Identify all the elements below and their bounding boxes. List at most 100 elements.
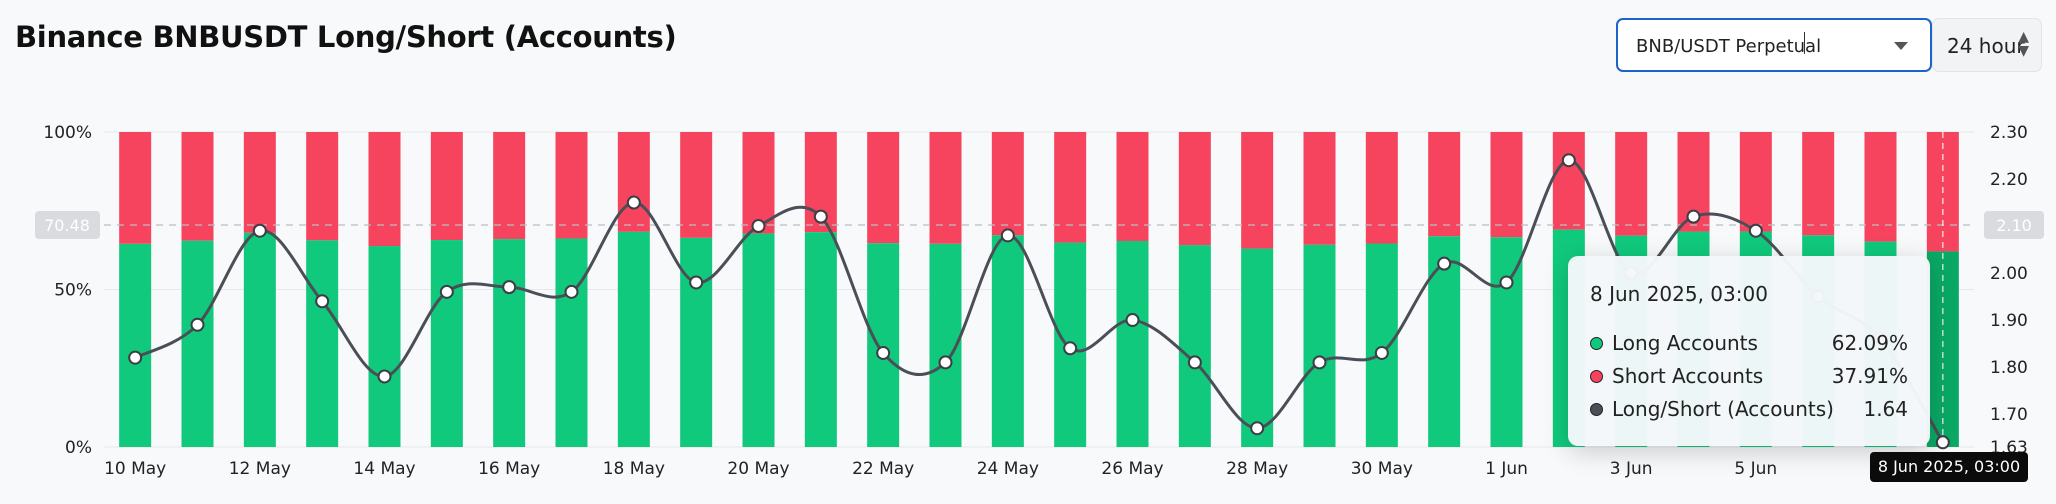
chevron-down-icon xyxy=(1894,42,1908,50)
y-right-marker-badge xyxy=(1984,210,2044,239)
tooltip-row-ratio: Long/Short (Accounts) 1.64 xyxy=(1590,397,1908,423)
ratio-point xyxy=(315,294,330,309)
ratio-point xyxy=(751,219,766,234)
short-bar xyxy=(1864,132,1897,242)
x-tick-label: 22 May xyxy=(852,459,914,479)
x-tick-label: 5 Jun xyxy=(1734,459,1777,479)
x-tick-label: 3 Jun xyxy=(1610,459,1653,479)
ratio-point xyxy=(252,223,267,238)
ratio-point xyxy=(1499,275,1514,290)
interval-select-value: 24 hour xyxy=(1947,34,2025,58)
x-tick-label: 20 May xyxy=(727,459,789,479)
y-right-tick-label: 1.80 xyxy=(1990,358,2028,378)
long-bar xyxy=(1116,240,1149,447)
y-left-tick-label: 50% xyxy=(54,281,92,301)
short-bar xyxy=(1615,132,1648,236)
y-right-tick-label: 2.20 xyxy=(1990,170,2028,190)
tooltip-value: 62.09% xyxy=(1831,331,1908,355)
long-bar xyxy=(119,243,152,447)
ratio-point xyxy=(1437,256,1452,271)
ratio-point xyxy=(1125,313,1140,328)
ratio-point xyxy=(813,209,828,224)
ratio-point xyxy=(564,284,579,299)
short-bar xyxy=(430,132,463,241)
long-bar xyxy=(1926,251,1959,447)
ratio-point xyxy=(1187,355,1202,370)
y-right-tick-label: 2.00 xyxy=(1990,264,2028,284)
symbol-select-value: BNB/USDT Perpetual xyxy=(1636,36,1822,57)
tooltip-label: Long/Short (Accounts) xyxy=(1612,397,1834,421)
long-bar xyxy=(1241,248,1274,447)
y-left-tick-label: 0% xyxy=(65,438,92,458)
y-right-tick-label: 1.70 xyxy=(1990,405,2028,425)
ratio-point xyxy=(938,355,953,370)
y-right-tick-label: 1.90 xyxy=(1990,311,2028,331)
long-bar xyxy=(555,238,588,447)
ratio-point xyxy=(689,275,704,290)
long-bar xyxy=(493,239,526,447)
x-tick-label: 12 May xyxy=(229,459,291,479)
ratio-point xyxy=(1250,421,1265,436)
short-bar xyxy=(1241,132,1274,249)
short-bar xyxy=(1428,132,1461,237)
short-bar xyxy=(243,132,276,233)
chart-tooltip: 8 Jun 2025, 03:00 Long Accounts 62.09% S… xyxy=(1568,256,1930,446)
chevron-updown-icon: ▲ ▼ xyxy=(2018,29,2029,59)
ratio-point xyxy=(1935,435,1950,450)
long-bar xyxy=(430,240,463,447)
x-tick-label: 30 May xyxy=(1351,459,1413,479)
x-tick-label: 1 Jun xyxy=(1485,459,1528,479)
long-bar xyxy=(991,235,1024,447)
ratio-point xyxy=(1312,355,1327,370)
ratio-point xyxy=(128,350,143,365)
y-left-marker-badge xyxy=(35,210,100,239)
ratio-point xyxy=(439,284,454,299)
ratio-point xyxy=(1000,228,1015,243)
long-bar xyxy=(867,243,900,447)
long-bar xyxy=(1365,243,1398,447)
short-bar xyxy=(306,132,339,241)
x-tick-label: 14 May xyxy=(353,459,415,479)
long-bar xyxy=(181,240,214,447)
short-bar xyxy=(680,132,713,238)
interval-select[interactable]: 24 hour ▲ ▼ xyxy=(1932,18,2042,72)
long-bar xyxy=(368,246,401,447)
short-bar xyxy=(742,132,775,234)
ratio-dot-icon xyxy=(1590,403,1603,416)
ratio-point xyxy=(502,280,517,295)
long-bar xyxy=(1490,237,1523,447)
symbol-select[interactable]: BNB/USDT Perpetual xyxy=(1616,18,1932,72)
short-bar xyxy=(617,132,650,232)
short-bar xyxy=(1365,132,1398,244)
y-right-tick-label: 2.30 xyxy=(1990,123,2028,143)
ratio-point xyxy=(377,369,392,384)
tooltip-label: Short Accounts xyxy=(1612,364,1764,388)
short-bar xyxy=(1552,132,1585,230)
y-left-tick-label: 100% xyxy=(43,123,92,143)
ratio-point xyxy=(1063,341,1078,356)
short-bar xyxy=(867,132,900,244)
ratio-point xyxy=(1374,345,1389,360)
tooltip-label: Long Accounts xyxy=(1612,331,1758,355)
ratio-point xyxy=(190,317,205,332)
long-dot-icon xyxy=(1590,337,1603,350)
short-bar xyxy=(555,132,588,239)
tooltip-row-long: Long Accounts 62.09% xyxy=(1590,331,1908,357)
x-tick-label: 18 May xyxy=(603,459,665,479)
ratio-point xyxy=(876,345,891,360)
short-bar xyxy=(1178,132,1211,246)
short-bar xyxy=(929,132,962,244)
x-tick-label: 16 May xyxy=(478,459,540,479)
x-tick-label: 24 May xyxy=(977,459,1039,479)
tooltip-title: 8 Jun 2025, 03:00 xyxy=(1590,282,1768,306)
long-bar xyxy=(680,237,713,447)
chart-title: Binance BNBUSDT Long/Short (Accounts) xyxy=(15,20,677,54)
ratio-point xyxy=(1561,153,1576,168)
x-tick-label: 10 May xyxy=(104,459,166,479)
y-right-marker-label: 2.10 xyxy=(1996,216,2032,235)
ratio-point xyxy=(1748,223,1763,238)
ratio-point xyxy=(1686,209,1701,224)
short-bar xyxy=(368,132,401,247)
long-bar xyxy=(1178,245,1211,447)
